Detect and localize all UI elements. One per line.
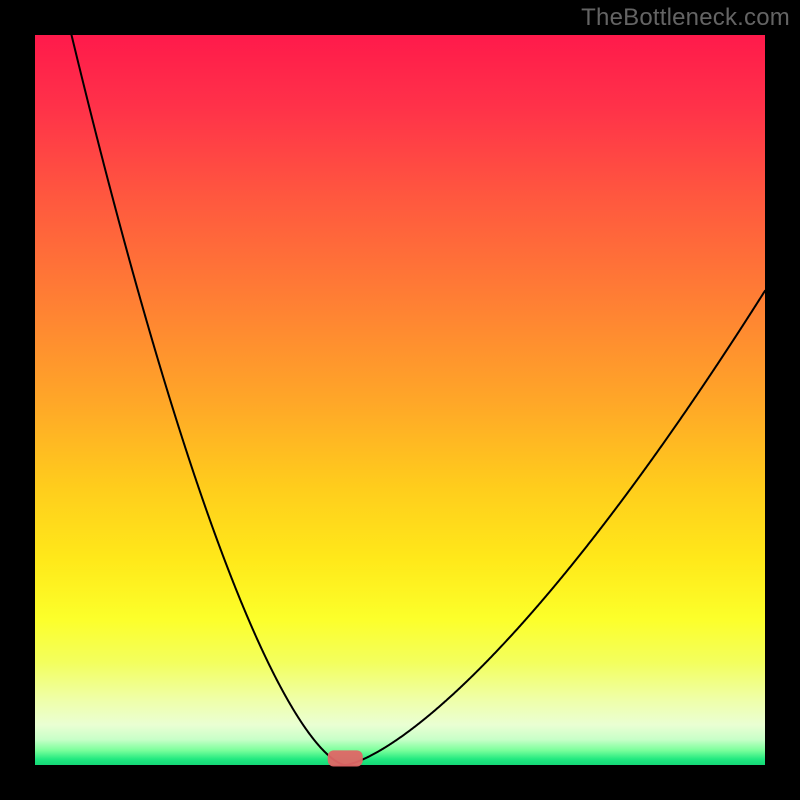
plot-background (35, 35, 765, 765)
bottleneck-chart (0, 0, 800, 800)
optimal-marker (328, 750, 363, 766)
chart-frame: TheBottleneck.com (0, 0, 800, 800)
watermark-text: TheBottleneck.com (581, 4, 790, 32)
